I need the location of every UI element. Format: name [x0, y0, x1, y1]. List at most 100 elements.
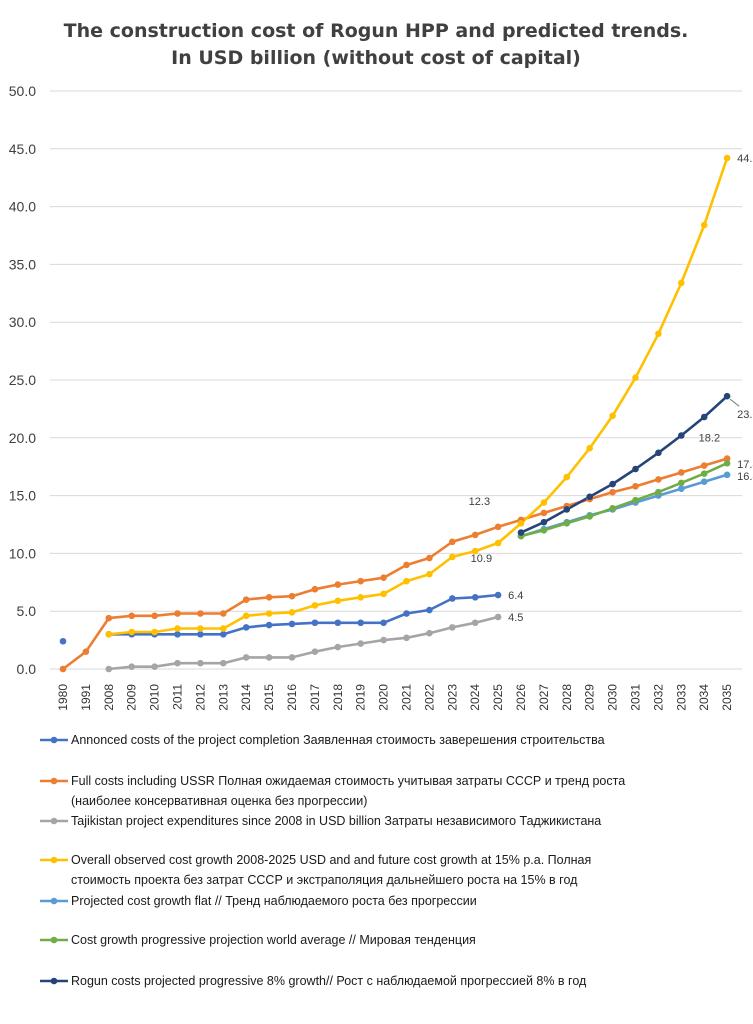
y-tick-label: 45.0: [9, 141, 36, 157]
data-point: [220, 631, 227, 638]
data-point: [288, 620, 296, 628]
y-tick-label: 50.0: [9, 83, 36, 99]
legend-entry-text: Cost growth progressive projection world…: [71, 933, 476, 947]
data-label: 6.4: [508, 590, 523, 602]
x-tick-label: 2024: [468, 684, 482, 711]
legend-swatch-marker: [50, 817, 58, 825]
x-tick-label: 2014: [239, 684, 253, 711]
legend-swatch-marker: [50, 977, 58, 985]
series-line-3: [107, 156, 729, 636]
data-point: [334, 619, 342, 627]
data-point: [723, 392, 731, 400]
chart-title: The construction cost of Rogun HPP and p…: [64, 20, 689, 69]
data-point: [151, 663, 158, 670]
data-point: [563, 473, 571, 481]
data-point: [380, 636, 387, 644]
data-point: [632, 374, 639, 381]
x-tick-label: 1980: [56, 684, 70, 711]
data-point: [197, 625, 204, 632]
data-point: [632, 496, 639, 504]
data-point: [655, 449, 662, 457]
series-line-6: [519, 394, 729, 534]
data-point: [517, 529, 525, 536]
legend-entry-text: Full costs including USSR Полная ожидаем…: [71, 774, 625, 788]
data-point: [517, 520, 525, 527]
data-point: [311, 619, 319, 627]
data-point: [586, 493, 593, 501]
x-tick-label: 2022: [422, 684, 436, 711]
data-label: 23.6: [737, 409, 753, 421]
data-point: [426, 554, 433, 562]
data-point: [700, 478, 708, 486]
chart-title-line-1: The construction cost of Rogun HPP and p…: [64, 20, 689, 42]
data-point: [311, 602, 319, 609]
data-point: [403, 561, 410, 569]
data-point: [128, 628, 135, 636]
y-axis-ticks: 0.0 5.0 10.0 15.0 20.0 25.0 30.0 35.0 40.0 45.0 50…: [9, 83, 36, 677]
data-point: [265, 621, 273, 629]
data-point: [403, 577, 410, 585]
data-point: [609, 505, 616, 512]
series-line-0: [107, 593, 500, 636]
x-tick-label: 2034: [697, 684, 711, 711]
data-point: [540, 509, 548, 517]
data-point: [494, 591, 502, 599]
data-point: [700, 413, 708, 421]
x-tick-label: 2009: [125, 684, 139, 711]
x-axis-ticks: 1980 1991 2008 2009 2010 2011 2012 2013 2014 2015…: [56, 684, 734, 711]
data-point: [151, 628, 158, 636]
data-point: [494, 539, 502, 547]
data-point: [242, 596, 250, 603]
data-point: [609, 412, 616, 420]
data-point: [242, 654, 250, 661]
data-point: [586, 444, 593, 452]
data-point: [632, 465, 639, 473]
x-tick-label: 2025: [491, 684, 505, 711]
data-point: [494, 523, 502, 531]
data-point: [265, 654, 273, 661]
series-line-5: [519, 461, 729, 538]
data-label-leader: [729, 398, 740, 407]
y-tick-label: 40.0: [9, 199, 36, 215]
data-point: [220, 625, 227, 632]
data-label: 16.8: [737, 471, 753, 483]
data-point: [128, 663, 135, 670]
data-label: 18.2: [699, 433, 720, 445]
data-point: [242, 624, 250, 631]
legend-entry-text: Overall observed cost growth 2008-2025 U…: [71, 853, 591, 867]
x-tick-label: 2015: [262, 684, 276, 711]
data-point: [105, 665, 113, 673]
data-point: [609, 480, 616, 488]
data-point: [288, 592, 296, 600]
x-tick-label: 2030: [606, 684, 620, 711]
data-point: [288, 609, 296, 616]
x-tick-label: 2008: [102, 684, 116, 711]
data-label: 10.9: [471, 553, 492, 565]
y-tick-label: 5.0: [17, 603, 37, 619]
x-tick-label: 2011: [171, 684, 185, 710]
data-point: [265, 594, 273, 601]
data-point: [609, 488, 616, 496]
data-point: [334, 643, 342, 651]
data-point: [723, 471, 731, 479]
data-point: [197, 631, 204, 638]
x-tick-label: 2029: [583, 684, 597, 711]
data-point: [242, 612, 250, 620]
data-point: [105, 631, 113, 638]
x-tick-label: 2016: [285, 684, 299, 711]
data-point: [357, 577, 365, 585]
data-point: [380, 574, 387, 581]
legend-swatch-marker: [50, 736, 58, 744]
data-point: [311, 585, 319, 593]
x-tick-label: 2021: [400, 684, 414, 711]
data-point: [311, 648, 319, 655]
data-label: 4.5: [508, 612, 523, 624]
data-label: 17.8: [737, 459, 753, 471]
data-point: [197, 610, 204, 617]
data-point: [449, 538, 456, 546]
legend-entry-text: (наиболее консервативная оценка без прог…: [71, 794, 367, 808]
data-point: [449, 553, 456, 561]
data-point: [678, 469, 685, 476]
legend-swatch-marker: [50, 936, 58, 944]
data-point: [59, 665, 67, 673]
